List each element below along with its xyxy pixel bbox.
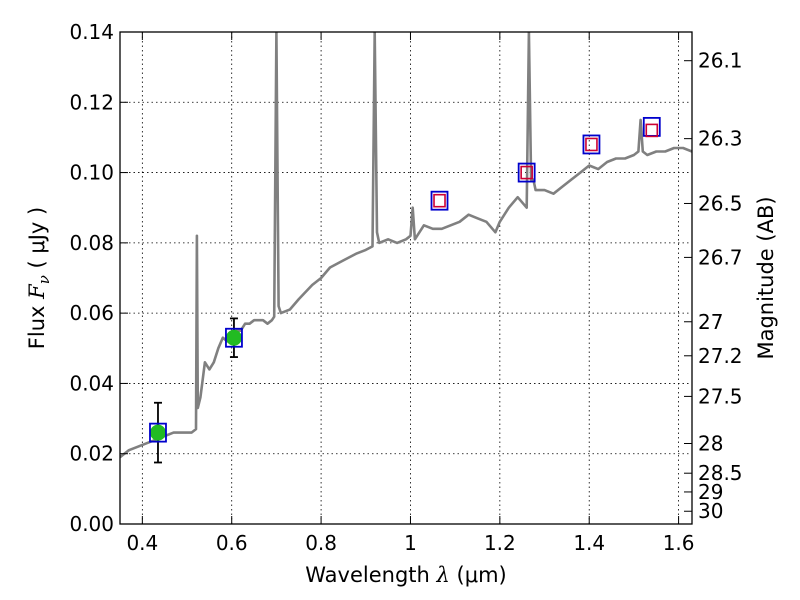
predicted-box <box>585 137 598 152</box>
predicted-box <box>520 165 533 180</box>
y2-tick-label: 28 <box>698 431 723 455</box>
x-tick-label: 1.6 <box>663 531 695 555</box>
x-tick-label: 0.6 <box>216 531 248 555</box>
plot-area <box>120 32 692 464</box>
predicted-box <box>645 123 659 138</box>
y2-tick-label: 26.3 <box>698 127 743 151</box>
predicted-box <box>433 193 446 208</box>
y2-tick-label: 26.5 <box>698 191 743 215</box>
x-tick-label: 1.4 <box>573 531 605 555</box>
model-box <box>517 162 536 183</box>
y-axis-title: Flux Fν ( μJy ) <box>25 207 53 349</box>
y-tick-label: 0.10 <box>69 161 114 185</box>
x-tick-label: 1 <box>404 531 417 555</box>
x-tick-label: 0.4 <box>126 531 158 555</box>
observed-point <box>225 329 242 346</box>
y2-tick-label: 28.5 <box>698 461 743 485</box>
y2-tick-label: 26.1 <box>698 49 743 73</box>
y-tick-label: 0.06 <box>69 301 114 325</box>
axes: 0.4 0.6 0.8 1 1.2 1.4 1.6 0.00 0.02 0.04 0.06 0.08 0… <box>69 20 742 555</box>
x-tick-label: 1.2 <box>484 531 516 555</box>
y-tick-label: 0.12 <box>69 90 114 114</box>
y-tick-label: 0.02 <box>69 442 114 466</box>
observed-point <box>149 424 166 441</box>
y-tick-label: 0.04 <box>69 371 114 395</box>
grid <box>120 32 692 524</box>
y-tick-label: 0.00 <box>69 512 114 536</box>
y2-tick-label: 27.2 <box>698 344 743 368</box>
x-axis-title: Wavelength λ (μm) <box>305 563 506 587</box>
y-tick-label: 0.08 <box>69 231 114 255</box>
model-box <box>582 134 601 155</box>
y2-tick-label: 27.5 <box>698 384 743 408</box>
y2-axis-title: Magnitude (AB) <box>754 196 778 359</box>
model-box <box>149 422 167 443</box>
y2-tick-label: 27 <box>698 310 723 334</box>
y2-tick-label: 29 <box>698 480 723 504</box>
plot-frame <box>119 31 693 525</box>
y2-tick-label: 26.7 <box>698 245 743 269</box>
x-tick-label: 0.8 <box>305 531 337 555</box>
y2-tick-label: 30 <box>698 499 723 523</box>
y-tick-label: 0.14 <box>69 20 114 44</box>
model-box <box>430 190 449 211</box>
model-box <box>225 327 243 348</box>
spectrum-line <box>120 32 692 459</box>
